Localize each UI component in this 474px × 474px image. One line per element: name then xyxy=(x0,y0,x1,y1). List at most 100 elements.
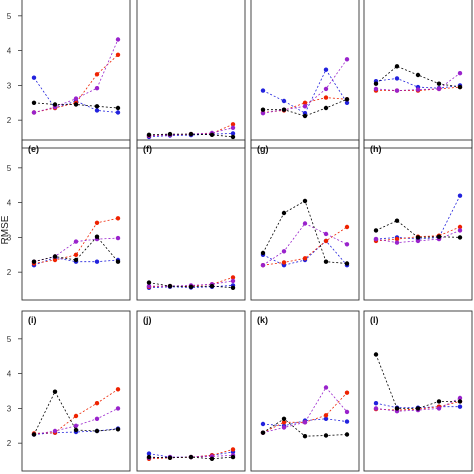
data-point-blue xyxy=(344,419,350,424)
y-tick-label: 3 xyxy=(7,404,12,413)
data-point-black xyxy=(188,131,194,137)
panel-10: (j) xyxy=(136,310,246,472)
data-point-black xyxy=(146,454,152,460)
panel-9: 2 3 4 5 (i) xyxy=(7,310,131,472)
panel-label: (g) xyxy=(257,144,269,154)
data-point-blue xyxy=(146,451,152,456)
data-point-black xyxy=(302,434,308,439)
panel-5: 2 3 4 5 (e) xyxy=(7,139,131,301)
data-point-black xyxy=(260,250,266,256)
panel-11: (k) xyxy=(250,310,360,472)
panel-label: (i) xyxy=(28,315,37,325)
series-line-red xyxy=(262,392,348,434)
data-point-black xyxy=(209,132,215,137)
panel-6: (f) xyxy=(136,139,246,301)
data-point-purple xyxy=(52,428,58,434)
series-line-red xyxy=(33,217,119,264)
data-point-black xyxy=(115,427,121,432)
series-line-purple xyxy=(149,280,234,287)
data-point-purple xyxy=(230,125,236,130)
data-point-black xyxy=(167,455,173,460)
data-point-red xyxy=(281,260,287,265)
panel-frame xyxy=(363,0,473,149)
panel-4 xyxy=(363,0,473,149)
data-point-purple xyxy=(457,395,463,401)
y-tick-label: 5 xyxy=(7,12,12,21)
data-point-blue xyxy=(115,110,121,115)
data-point-blue xyxy=(373,401,379,406)
series-line-purple xyxy=(262,386,348,434)
data-point-black xyxy=(146,280,152,285)
data-point-black xyxy=(209,283,215,289)
data-point-black xyxy=(31,259,37,264)
data-point-purple xyxy=(344,57,350,62)
data-point-red xyxy=(281,420,287,425)
data-point-black xyxy=(344,432,350,437)
panel-1: 2 3 4 5 xyxy=(7,0,131,149)
data-point-purple xyxy=(415,238,421,244)
data-point-purple xyxy=(373,406,379,411)
panel-frame xyxy=(136,0,246,149)
data-point-black xyxy=(302,113,308,119)
data-point-blue xyxy=(394,76,400,81)
data-point-red xyxy=(94,220,100,225)
panel-frame xyxy=(136,310,246,472)
data-point-black xyxy=(260,107,266,112)
data-point-red xyxy=(52,257,58,263)
data-point-purple xyxy=(281,425,287,430)
data-point-purple xyxy=(323,231,329,237)
panel-frame xyxy=(136,139,246,301)
panel-label: (f) xyxy=(143,144,152,154)
y-tick-label: 3 xyxy=(7,233,12,242)
data-point-black xyxy=(415,406,421,411)
data-point-purple xyxy=(31,110,37,115)
data-point-black xyxy=(52,389,58,394)
data-point-black xyxy=(323,433,329,438)
data-point-red xyxy=(457,224,463,230)
y-tick-label: 3 xyxy=(7,81,12,90)
data-point-purple xyxy=(115,406,121,411)
panel-7: (g) xyxy=(250,139,360,301)
data-point-blue xyxy=(344,100,350,106)
data-point-black xyxy=(323,105,329,111)
data-point-red xyxy=(323,238,329,244)
data-point-black xyxy=(188,284,194,289)
data-point-black xyxy=(323,259,329,264)
panel-label: (j) xyxy=(143,315,152,325)
data-point-purple xyxy=(323,86,329,92)
data-point-red xyxy=(94,401,100,406)
data-point-red xyxy=(73,413,79,419)
data-point-red xyxy=(115,216,121,221)
data-point-black xyxy=(115,105,121,111)
y-axis-label: RMSE xyxy=(0,215,11,244)
data-point-purple xyxy=(281,249,287,254)
data-point-blue xyxy=(230,131,236,136)
data-point-purple xyxy=(302,221,308,226)
data-point-purple xyxy=(73,96,79,101)
series-line-blue xyxy=(33,77,119,113)
panel-frame xyxy=(250,310,360,472)
data-point-purple xyxy=(302,420,308,425)
panel-frame xyxy=(21,0,131,149)
series-line-red xyxy=(33,54,119,113)
data-point-purple xyxy=(73,423,79,428)
series-line-blue xyxy=(262,68,348,114)
data-point-black xyxy=(146,132,152,137)
data-point-purple xyxy=(373,86,379,92)
data-point-black xyxy=(394,218,400,223)
data-point-purple xyxy=(73,239,79,244)
data-point-purple xyxy=(146,283,152,289)
data-point-purple xyxy=(94,416,100,421)
data-point-purple xyxy=(302,104,308,109)
y-tick-label: 4 xyxy=(7,370,12,379)
data-point-red xyxy=(302,100,308,106)
panel-label: (h) xyxy=(370,144,382,154)
y-tick-label: 2 xyxy=(7,439,12,448)
series-line-black xyxy=(375,354,460,409)
data-point-black xyxy=(394,406,400,411)
data-point-purple xyxy=(260,263,266,268)
data-point-black xyxy=(115,259,121,264)
data-point-black xyxy=(436,81,442,86)
data-point-red xyxy=(302,256,308,261)
